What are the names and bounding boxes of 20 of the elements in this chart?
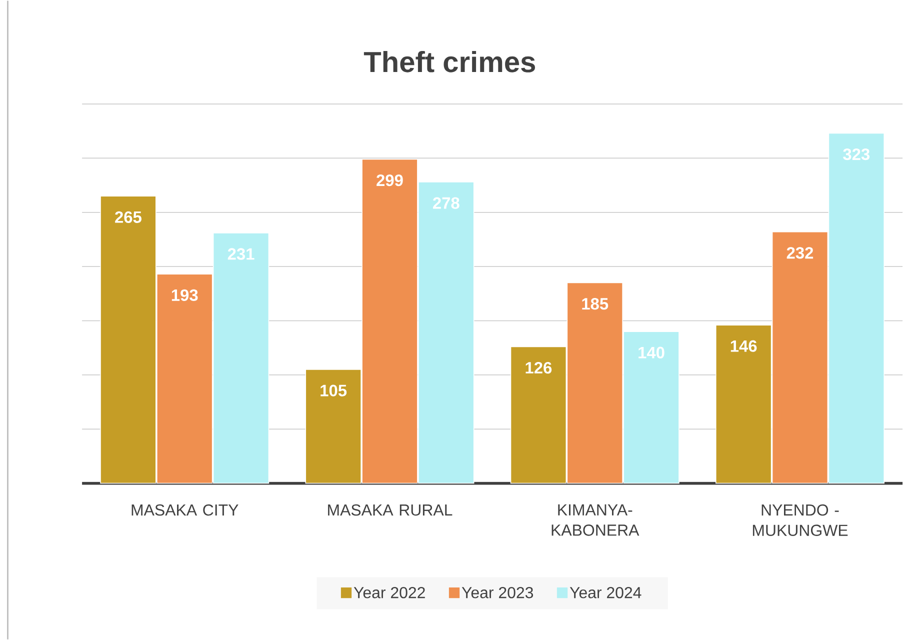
data-label: 185: [582, 298, 608, 310]
data-label: 146: [730, 340, 757, 352]
data-label: 193: [172, 289, 198, 301]
data-label: 126: [526, 362, 552, 374]
data-label: 140: [638, 346, 664, 358]
data-label: 265: [115, 211, 142, 223]
legend-label: Year 2023: [462, 586, 534, 598]
x-tick-label: KIMANYA-KABONERA: [552, 504, 640, 536]
data-label: 323: [843, 148, 870, 160]
x-tick-label: MASAKA RURAL: [328, 504, 452, 516]
data-label: 299: [376, 174, 403, 186]
legend-label: Year 2024: [570, 586, 642, 598]
data-label: 105: [320, 384, 347, 396]
data-label: 232: [786, 247, 814, 259]
chart-title: Theft crimes: [364, 51, 535, 72]
data-label: 231: [228, 248, 254, 260]
legend-label: Year 2022: [354, 586, 425, 598]
x-tick-label: MASAKA CITY: [132, 504, 238, 516]
data-label: 278: [433, 197, 460, 209]
x-tick-label: NYENDO - MUKUNGWE: [752, 504, 848, 536]
